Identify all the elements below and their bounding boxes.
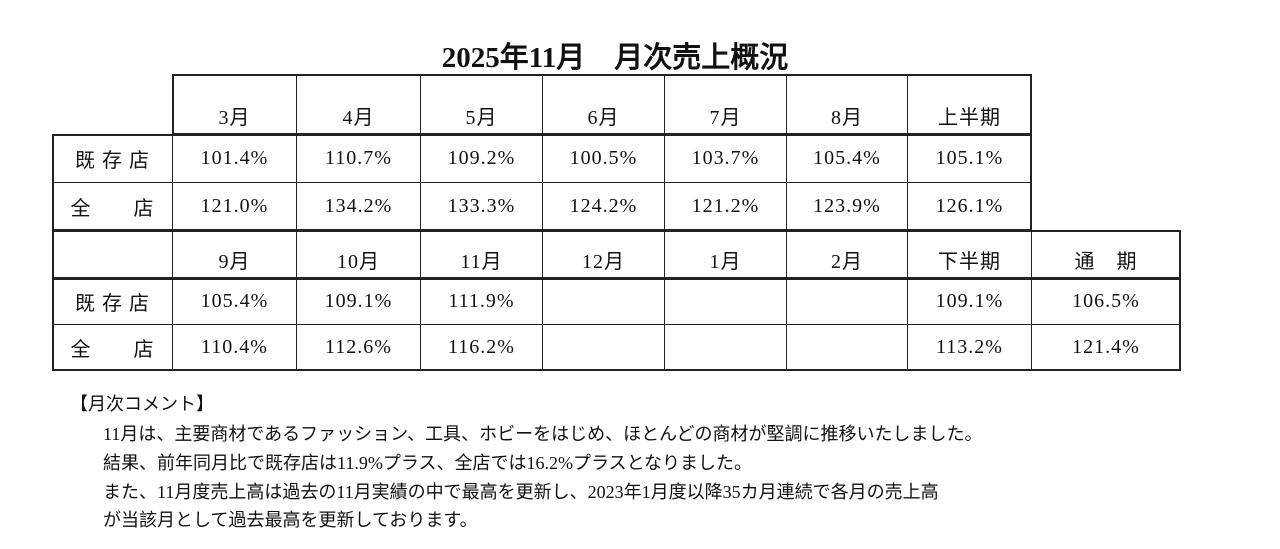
- value-cell: 110.7%: [296, 134, 421, 183]
- value-cell: 100.5%: [542, 134, 665, 183]
- value-cell: 105.1%: [907, 134, 1032, 183]
- value-cell: [542, 278, 665, 325]
- header-cell: 2月: [786, 230, 908, 279]
- title: 2025年11月 月次売上概況: [441, 42, 789, 74]
- header-cell: [52, 230, 173, 279]
- header-cell: 1月: [664, 230, 787, 279]
- value-cell: 121.0%: [172, 182, 297, 231]
- value-cell: [786, 278, 908, 325]
- value-cell: [542, 324, 665, 371]
- value-cell: 109.1%: [907, 278, 1032, 325]
- row-label: 全 店: [52, 182, 173, 231]
- row-label: 既 存 店: [52, 278, 173, 325]
- header-cell: 4月: [296, 74, 421, 135]
- header-cell: 5月: [420, 74, 543, 135]
- header-cell: 9月: [172, 230, 297, 279]
- comment-line: が当該月として過去最高を更新しております。: [103, 510, 478, 530]
- value-cell: 103.7%: [664, 134, 787, 183]
- comment-line: 11月は、主要商材であるファッション、工具、ホビーをはじめ、ほとんどの商材が堅調…: [103, 424, 983, 444]
- value-cell: 105.4%: [786, 134, 908, 183]
- comment-line: また、11月度売上高は過去の11月実績の中で最高を更新し、2023年1月度以降3…: [103, 482, 939, 502]
- value-cell: 113.2%: [907, 324, 1032, 371]
- header-cell: 上半期: [907, 74, 1032, 135]
- value-cell: 111.9%: [420, 278, 543, 325]
- value-cell: 109.2%: [420, 134, 543, 183]
- value-cell: 133.3%: [420, 182, 543, 231]
- value-cell: 105.4%: [172, 278, 297, 325]
- header-cell: 通 期: [1031, 230, 1181, 279]
- row-label: 全 店: [52, 324, 173, 371]
- value-cell: 116.2%: [420, 324, 543, 371]
- value-cell: 109.1%: [296, 278, 421, 325]
- comment-heading: 【月次コメント】: [70, 394, 214, 414]
- header-cell: 7月: [664, 74, 787, 135]
- header-cell: 8月: [786, 74, 908, 135]
- value-cell: 134.2%: [296, 182, 421, 231]
- value-cell: 112.6%: [296, 324, 421, 371]
- value-cell: 121.2%: [664, 182, 787, 231]
- value-cell: 101.4%: [172, 134, 297, 183]
- value-cell: [786, 324, 908, 371]
- header-cell: 下半期: [907, 230, 1032, 279]
- header-cell: 3月: [172, 74, 297, 135]
- value-cell: 110.4%: [172, 324, 297, 371]
- row-label: 既 存 店: [52, 134, 173, 183]
- value-cell: 123.9%: [786, 182, 908, 231]
- value-cell: 106.5%: [1031, 278, 1181, 325]
- value-cell: 126.1%: [907, 182, 1032, 231]
- value-cell: [664, 324, 787, 371]
- value-cell: 121.4%: [1031, 324, 1181, 371]
- comment-line: 結果、前年同月比で既存店は11.9%プラス、全店では16.2%プラスとなりました…: [103, 453, 753, 473]
- value-cell: [664, 278, 787, 325]
- value-cell: 124.2%: [542, 182, 665, 231]
- header-cell: 6月: [542, 74, 665, 135]
- header-cell: 12月: [542, 230, 665, 279]
- header-cell: 11月: [420, 230, 543, 279]
- header-cell: 10月: [296, 230, 421, 279]
